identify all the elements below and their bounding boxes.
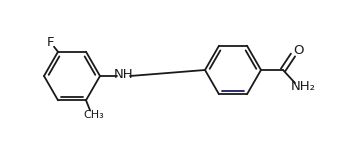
Text: O: O bbox=[294, 45, 304, 58]
Text: NH₂: NH₂ bbox=[290, 80, 315, 94]
Text: NH: NH bbox=[114, 69, 134, 82]
Text: F: F bbox=[46, 36, 54, 49]
Text: CH₃: CH₃ bbox=[84, 110, 104, 120]
